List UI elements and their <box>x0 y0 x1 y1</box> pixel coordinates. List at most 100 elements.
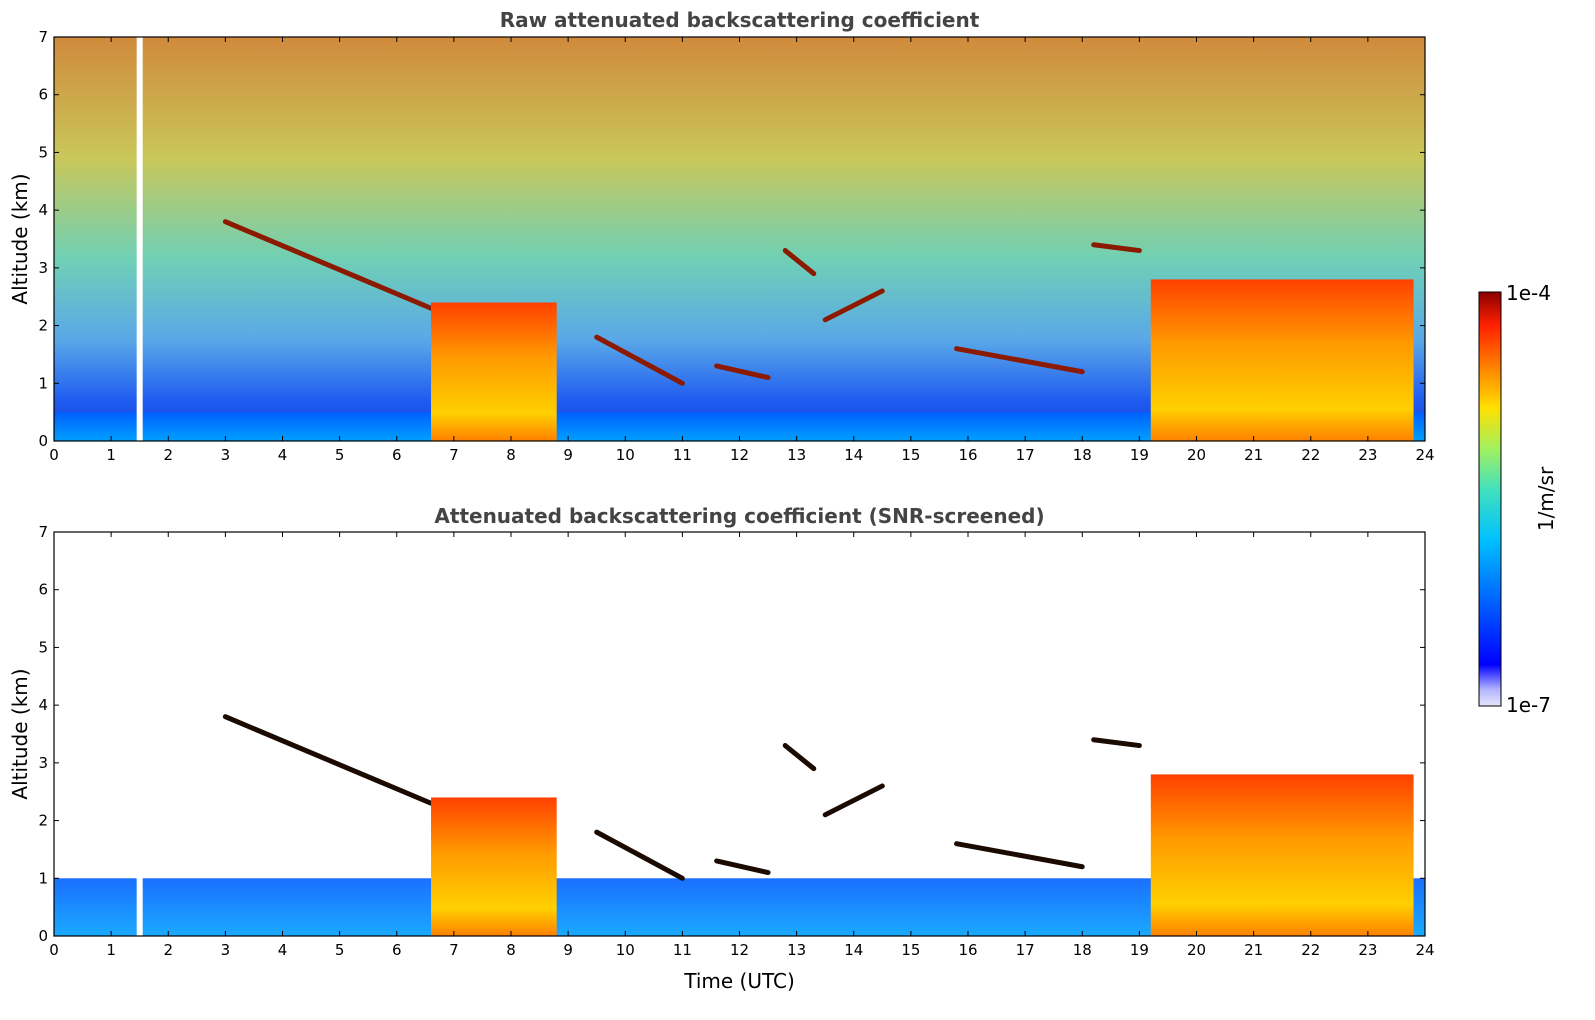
missing-data-gap <box>136 532 143 936</box>
y-tick-label: 0 <box>38 927 48 945</box>
y-tick-label: 0 <box>38 432 48 450</box>
x-tick-label: 11 <box>673 941 692 959</box>
x-tick-label: 7 <box>449 941 459 959</box>
x-tick-label: 23 <box>1358 446 1377 464</box>
colorbar-unit-label: 1/m/sr <box>1534 466 1558 531</box>
x-tick-label: 24 <box>1415 941 1434 959</box>
y-tick-label: 6 <box>38 581 48 599</box>
x-tick-label: 8 <box>506 941 516 959</box>
y-tick-label: 4 <box>38 201 48 219</box>
screened-y-axis-label: Altitude (km) <box>8 668 32 799</box>
x-tick-label: 22 <box>1301 941 1320 959</box>
x-tick-label: 20 <box>1187 941 1206 959</box>
screened-chart-title: Attenuated backscattering coefficient (S… <box>434 504 1044 528</box>
x-tick-label: 14 <box>844 941 863 959</box>
cloud-layer-mark <box>782 248 817 277</box>
colorbar-min-label: 1e-7 <box>1506 693 1551 717</box>
cloud-layer-mark <box>594 334 685 386</box>
colorbar-max-label: 1e-4 <box>1506 281 1551 305</box>
raw-heatmap-features <box>54 37 1425 441</box>
low-cloud-mark <box>431 797 557 936</box>
x-tick-label: 24 <box>1415 446 1434 464</box>
x-tick-label: 3 <box>221 941 231 959</box>
y-tick-label: 5 <box>38 143 48 161</box>
x-tick-label: 19 <box>1130 941 1149 959</box>
raw-chart-title: Raw attenuated backscattering coefficien… <box>500 8 980 32</box>
x-tick-label: 8 <box>506 446 516 464</box>
low-cloud-mark <box>1150 774 1414 936</box>
x-tick-label: 13 <box>787 941 806 959</box>
x-tick-label: 11 <box>673 446 692 464</box>
x-tick-label: 15 <box>901 941 920 959</box>
cloud-layer-mark <box>222 219 434 311</box>
low-cloud-mark <box>431 302 557 441</box>
x-tick-label: 4 <box>278 941 288 959</box>
raw-x-axis: 0 1 2 3 4 5 6 7 8 9 10 11 12 13 14 15 16 17 18 19 20 21 22 23 24 <box>49 37 1435 464</box>
x-tick-label: 5 <box>335 941 345 959</box>
x-tick-label: 19 <box>1130 446 1149 464</box>
x-tick-label: 1 <box>106 446 116 464</box>
x-tick-label: 1 <box>106 941 116 959</box>
cloud-layer-mark <box>782 743 817 772</box>
x-tick-label: 4 <box>278 446 288 464</box>
x-tick-label: 0 <box>49 446 59 464</box>
x-tick-label: 6 <box>392 446 402 464</box>
raw-y-axis-label: Altitude (km) <box>8 173 32 304</box>
cloud-layer-mark <box>714 858 771 876</box>
cloud-layer-mark <box>1091 242 1142 254</box>
screened-x-axis: 0 1 2 3 4 5 6 7 8 9 10 11 12 13 14 15 16 17 18 19 20 21 22 23 24 <box>49 532 1435 959</box>
x-tick-label: 22 <box>1301 446 1320 464</box>
x-tick-label: 20 <box>1187 446 1206 464</box>
x-tick-label: 16 <box>958 446 977 464</box>
y-tick-label: 2 <box>38 812 48 830</box>
x-tick-label: 12 <box>730 446 749 464</box>
cloud-layer-mark <box>1091 737 1142 749</box>
x-tick-label: 17 <box>1016 446 1035 464</box>
cloud-layer-mark <box>822 288 885 323</box>
screened-heatmap-features <box>54 532 1425 936</box>
cloud-layer-mark <box>594 829 685 881</box>
panel-screened: Attenuated backscattering coefficient (S… <box>8 504 1435 993</box>
x-tick-label: 17 <box>1016 941 1035 959</box>
missing-data-gap <box>136 37 143 441</box>
x-tick-label: 3 <box>221 446 231 464</box>
x-tick-label: 2 <box>163 446 173 464</box>
x-tick-label: 12 <box>730 941 749 959</box>
x-tick-label: 21 <box>1244 941 1263 959</box>
colorbar-gradient <box>1478 291 1502 707</box>
x-tick-label: 23 <box>1358 941 1377 959</box>
x-tick-label: 5 <box>335 446 345 464</box>
x-tick-label: 18 <box>1073 446 1092 464</box>
raw-y-axis: 0 1 2 3 4 5 6 7 <box>38 28 1425 450</box>
colorbar: 1e-4 1e-7 1/m/sr <box>1478 281 1558 717</box>
cloud-layer-mark <box>822 783 885 818</box>
x-tick-label: 15 <box>901 446 920 464</box>
x-tick-label: 7 <box>449 446 459 464</box>
y-tick-label: 7 <box>38 28 48 46</box>
y-tick-label: 3 <box>38 259 48 277</box>
x-tick-label: 0 <box>49 941 59 959</box>
screened-y-axis: 0 1 2 3 4 5 6 7 <box>38 523 1425 945</box>
y-tick-label: 2 <box>38 317 48 335</box>
x-tick-label: 13 <box>787 446 806 464</box>
y-tick-label: 7 <box>38 523 48 541</box>
x-tick-label: 18 <box>1073 941 1092 959</box>
x-tick-label: 16 <box>958 941 977 959</box>
x-tick-label: 9 <box>563 446 573 464</box>
cloud-layer-mark <box>714 363 771 381</box>
y-tick-label: 5 <box>38 638 48 656</box>
x-tick-label: 6 <box>392 941 402 959</box>
x-tick-label: 10 <box>616 941 635 959</box>
cloud-layer-mark <box>222 714 434 806</box>
panel-raw: Raw attenuated backscattering coefficien… <box>8 8 1435 464</box>
x-tick-label: 9 <box>563 941 573 959</box>
y-tick-label: 1 <box>38 869 48 887</box>
screened-x-axis-label: Time (UTC) <box>683 969 795 993</box>
x-tick-label: 14 <box>844 446 863 464</box>
cloud-layer-mark <box>954 346 1085 375</box>
y-tick-label: 6 <box>38 86 48 104</box>
y-tick-label: 3 <box>38 754 48 772</box>
x-tick-label: 21 <box>1244 446 1263 464</box>
low-cloud-mark <box>1150 279 1414 441</box>
